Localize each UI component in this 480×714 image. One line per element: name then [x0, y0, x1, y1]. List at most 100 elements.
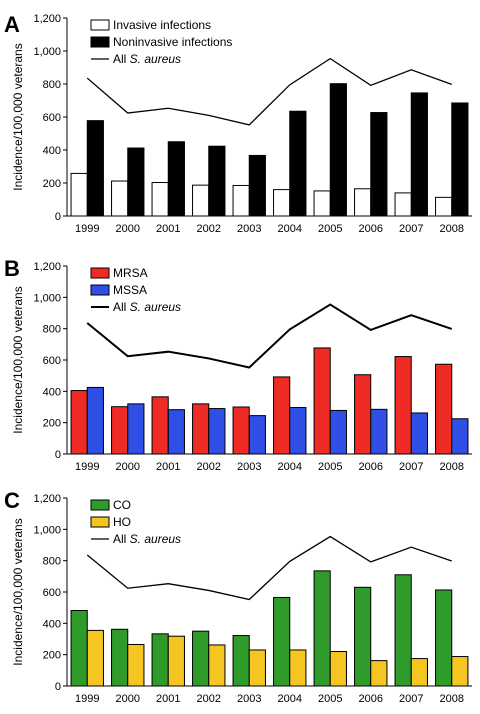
bar-noninvasive-infections	[86, 120, 104, 217]
y-tick-label: 400	[43, 386, 61, 398]
x-tick-label: 2006	[359, 223, 383, 235]
bar-invasive-infections	[354, 188, 372, 217]
bar-ho	[86, 629, 104, 687]
bar-ho	[410, 658, 428, 687]
x-tick-label: 1999	[75, 461, 99, 473]
x-tick-label: 2002	[197, 461, 221, 473]
bar-invasive-infections	[273, 189, 291, 217]
chart-panel-b: B Incidence/100,000 veterans 0 200 400 600 800…	[4, 256, 472, 473]
x-tick-label: 2002	[197, 223, 221, 235]
x-tick-label: 2003	[237, 693, 261, 705]
x-tick-label: 2005	[318, 461, 342, 473]
x-tick-label: 2008	[440, 693, 464, 705]
bar-noninvasive-infections	[410, 92, 428, 217]
bar-mrsa	[111, 406, 129, 455]
bar-mssa	[127, 403, 145, 455]
bar-co	[70, 609, 88, 687]
bar-invasive-infections	[70, 172, 88, 217]
bar-noninvasive-infections	[248, 154, 266, 217]
panel-label: A	[4, 12, 20, 37]
bar-ho	[208, 644, 226, 687]
legend-label: All S. aureus	[113, 300, 181, 314]
x-tick-label: 2000	[116, 223, 140, 235]
y-tick-label: 400	[43, 618, 61, 630]
chart-panel-a: A Incidence/100,000 veterans 0 200 400 600 800…	[4, 12, 472, 235]
x-tick-label: 1999	[75, 223, 99, 235]
y-tick-label: 600	[43, 587, 61, 599]
x-tick-label: 2002	[197, 693, 221, 705]
bar-co	[313, 570, 331, 687]
bar-co	[151, 633, 169, 687]
x-tick-label: 2001	[156, 461, 180, 473]
legend-label: Invasive infections	[113, 18, 211, 32]
x-tick-label: 2004	[278, 461, 302, 473]
bar-noninvasive-infections	[127, 147, 145, 217]
legend-swatch	[90, 19, 110, 31]
bar-invasive-infections	[151, 182, 169, 217]
y-tick-label: 0	[55, 449, 61, 461]
legend-label: MSSA	[113, 283, 147, 297]
bar-invasive-infections	[435, 196, 453, 217]
y-axis-label: Incidence/100,000 veterans	[11, 286, 25, 433]
y-tick-label: 600	[43, 355, 61, 367]
line-all-s-aureus	[86, 535, 452, 601]
legend-swatch	[90, 284, 110, 296]
y-tick-label: 0	[55, 681, 61, 693]
y-tick-label: 800	[43, 324, 61, 336]
bar-invasive-infections	[232, 184, 250, 217]
y-tick-label: 800	[43, 79, 61, 91]
legend-swatch	[90, 516, 110, 528]
legend-label: HO	[113, 515, 131, 529]
bar-mrsa	[435, 363, 453, 455]
bar-co	[232, 635, 250, 687]
bar-mrsa	[192, 403, 210, 455]
bar-co	[192, 630, 210, 687]
panel-label: C	[4, 488, 20, 513]
bar-noninvasive-infections	[370, 112, 388, 217]
bar-noninvasive-infections	[451, 102, 469, 217]
x-tick-label: 2003	[237, 461, 261, 473]
bar-noninvasive-infections	[329, 83, 347, 217]
bar-invasive-infections	[394, 192, 412, 217]
legend-label: All S. aureus	[113, 52, 181, 66]
bar-mrsa	[273, 376, 291, 455]
y-tick-label: 1,000	[33, 292, 61, 304]
bar-invasive-infections	[313, 190, 331, 217]
x-tick-label: 2005	[318, 223, 342, 235]
x-tick-label: 2006	[359, 461, 383, 473]
bar-ho	[329, 651, 347, 687]
bar-co	[111, 628, 129, 687]
x-tick-label: 2001	[156, 693, 180, 705]
bar-mssa	[208, 408, 226, 455]
bar-noninvasive-infections	[289, 110, 307, 217]
legend-swatch	[90, 267, 110, 279]
x-tick-label: 2007	[399, 693, 423, 705]
bar-invasive-infections	[192, 184, 210, 217]
x-tick-label: 2005	[318, 693, 342, 705]
bar-co	[273, 596, 291, 687]
x-tick-label: 2008	[440, 223, 464, 235]
x-tick-label: 2004	[278, 223, 302, 235]
y-axis-label: Incidence/100,000 veterans	[11, 518, 25, 665]
x-tick-label: 1999	[75, 693, 99, 705]
bar-ho	[248, 649, 266, 687]
legend-label: MRSA	[113, 266, 148, 280]
line-all-s-aureus	[86, 303, 453, 369]
bar-ho	[370, 660, 388, 687]
bar-mssa	[248, 415, 266, 455]
bar-mrsa	[313, 347, 331, 455]
y-tick-label: 1,200	[33, 493, 61, 505]
x-tick-label: 2004	[278, 693, 302, 705]
legend-label: CO	[113, 498, 131, 512]
bar-mssa	[370, 408, 388, 455]
legend-swatch	[90, 36, 110, 48]
legend-swatch	[90, 499, 110, 511]
bar-noninvasive-infections	[167, 141, 185, 217]
y-axis-label: Incidence/100,000 veterans	[11, 43, 25, 190]
line-all-s-aureus	[86, 57, 452, 126]
bar-mrsa	[394, 356, 412, 455]
y-tick-label: 400	[43, 145, 61, 157]
y-tick-label: 200	[43, 418, 61, 430]
bar-noninvasive-infections	[208, 145, 226, 217]
